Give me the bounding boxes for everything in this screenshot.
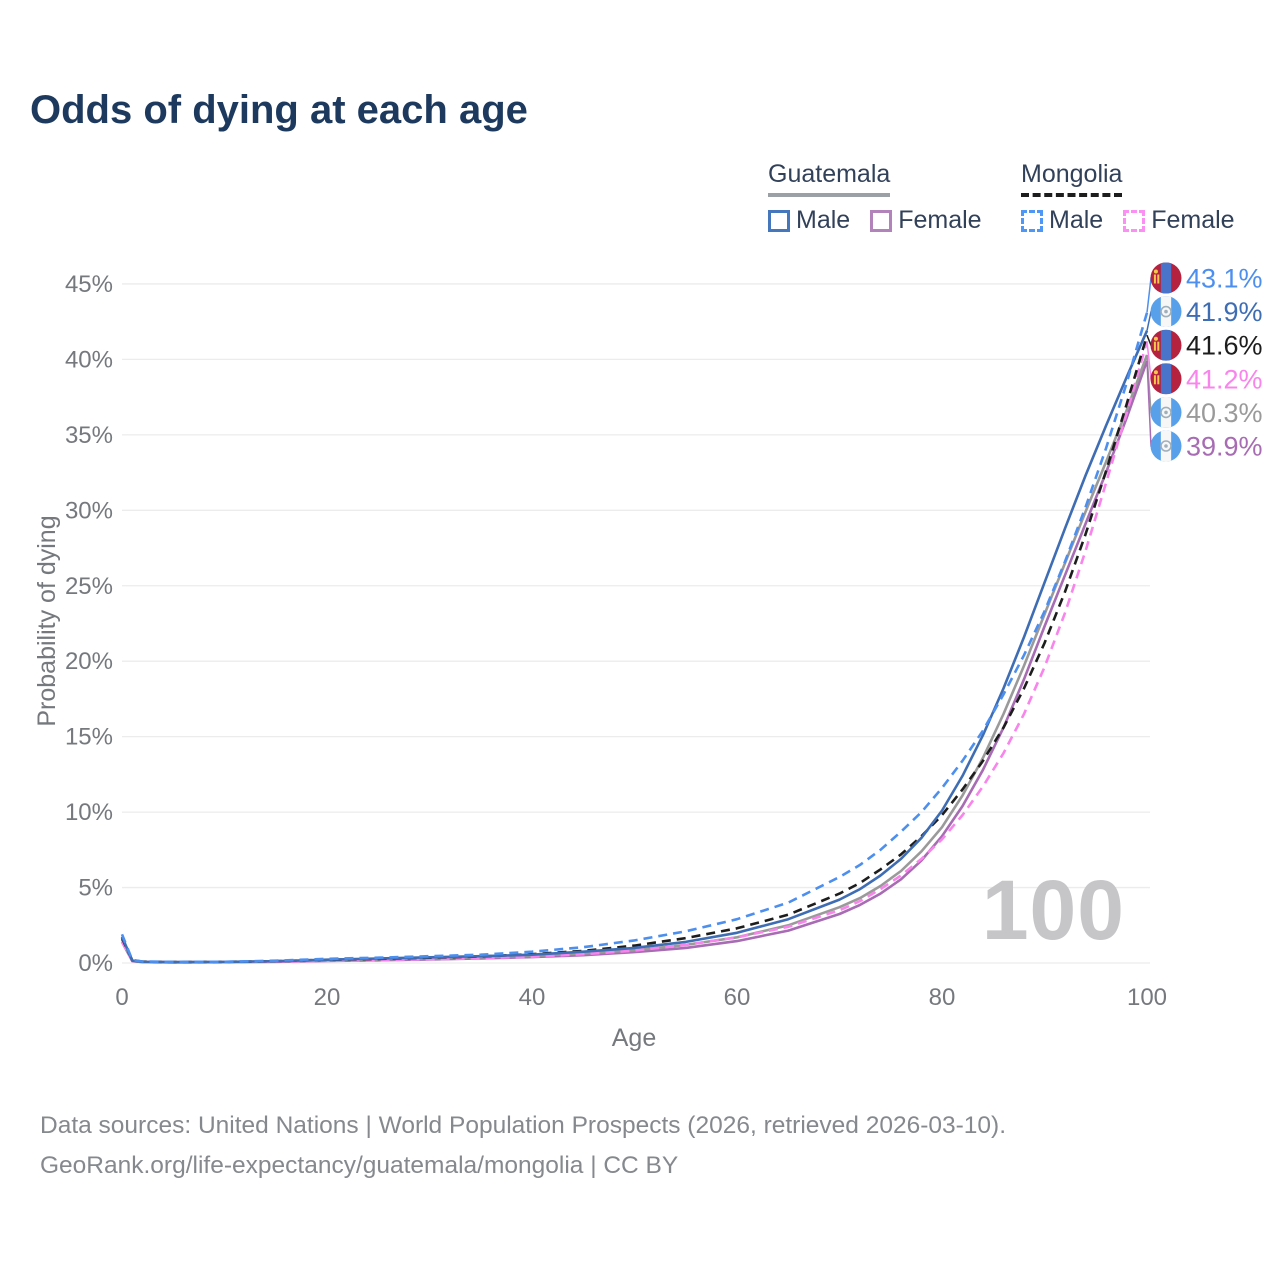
mongolia-female-swatch-icon xyxy=(1123,209,1146,232)
y-tick-label: 30% xyxy=(65,497,113,524)
legend-group-mongolia: Mongolia Male Female xyxy=(1021,160,1235,235)
legend-item-label: Male xyxy=(1049,206,1104,234)
series-line-guatemala-male[interactable] xyxy=(120,330,1149,964)
x-axis-title: Age xyxy=(611,1024,657,1052)
end-value-label-39.9%: 39.9% xyxy=(1186,432,1263,462)
end-value-label-43.1%: 43.1% xyxy=(1186,264,1263,294)
hover-age-watermark: 100 xyxy=(981,863,1125,957)
y-tick-label: 0% xyxy=(78,950,113,977)
page-title: Odds of dying at each age xyxy=(30,88,528,132)
x-tick-label: 100 xyxy=(1127,984,1167,1011)
legend-toggle-mongolia-female[interactable]: Female xyxy=(1123,206,1235,235)
x-tick-label: 20 xyxy=(314,984,341,1011)
end-value-label-41.9%: 41.9% xyxy=(1186,297,1263,327)
legend-toggle-guatemala-male[interactable]: Male xyxy=(768,206,850,235)
end-value-label-41.2%: 41.2% xyxy=(1186,364,1263,394)
guatemala-female-swatch-icon xyxy=(870,209,893,232)
series-line-mongolia-male[interactable] xyxy=(120,312,1149,964)
mongolia-flag-icon xyxy=(1150,329,1182,361)
guatemala-flag-icon xyxy=(1150,296,1182,328)
y-tick-label: 40% xyxy=(65,346,113,373)
data-source-footer: Data sources: United Nations | World Pop… xyxy=(40,1106,1006,1186)
mongolia-flag-icon xyxy=(1150,363,1182,395)
y-tick-label: 45% xyxy=(65,271,113,298)
guatemala-flag-icon xyxy=(1150,430,1182,462)
y-tick-label: 20% xyxy=(65,648,113,675)
x-tick-label: 80 xyxy=(929,984,956,1011)
y-tick-label: 5% xyxy=(78,875,113,902)
mongolia-male-swatch-icon xyxy=(1021,209,1043,232)
legend-country-guatemala[interactable]: Guatemala xyxy=(768,160,891,197)
x-tick-label: 0 xyxy=(115,984,128,1011)
y-tick-label: 10% xyxy=(65,799,113,826)
legend-item-label: Female xyxy=(1151,206,1235,234)
series-line-mongolia-both-sexes[interactable] xyxy=(120,334,1149,964)
guatemala-male-swatch-icon xyxy=(768,209,790,232)
x-tick-label: 60 xyxy=(724,984,751,1011)
legend-item-label: Male xyxy=(796,206,851,234)
end-value-label-41.6%: 41.6% xyxy=(1186,331,1263,361)
end-value-label-40.3%: 40.3% xyxy=(1186,398,1263,428)
x-tick-label: 40 xyxy=(519,984,546,1011)
legend-toggle-mongolia-male[interactable]: Male xyxy=(1021,206,1103,235)
legend-country-mongolia[interactable]: Mongolia xyxy=(1021,160,1123,197)
data-source-line: Data sources: United Nations | World Pop… xyxy=(40,1112,1007,1139)
guatemala-flag-icon xyxy=(1150,396,1182,428)
y-tick-label: 15% xyxy=(65,724,113,751)
legend-item-label: Female xyxy=(898,206,982,234)
y-tick-label: 35% xyxy=(65,422,113,449)
legend-toggle-guatemala-female[interactable]: Female xyxy=(870,206,982,235)
legend-group-guatemala: Guatemala Male Female xyxy=(768,160,982,235)
mongolia-flag-icon xyxy=(1150,262,1182,294)
y-axis-title: Probability of dying xyxy=(33,515,61,727)
data-source-link: GeoRank.org/life-expectancy/guatemala/mo… xyxy=(40,1152,679,1179)
y-tick-label: 25% xyxy=(65,573,113,600)
